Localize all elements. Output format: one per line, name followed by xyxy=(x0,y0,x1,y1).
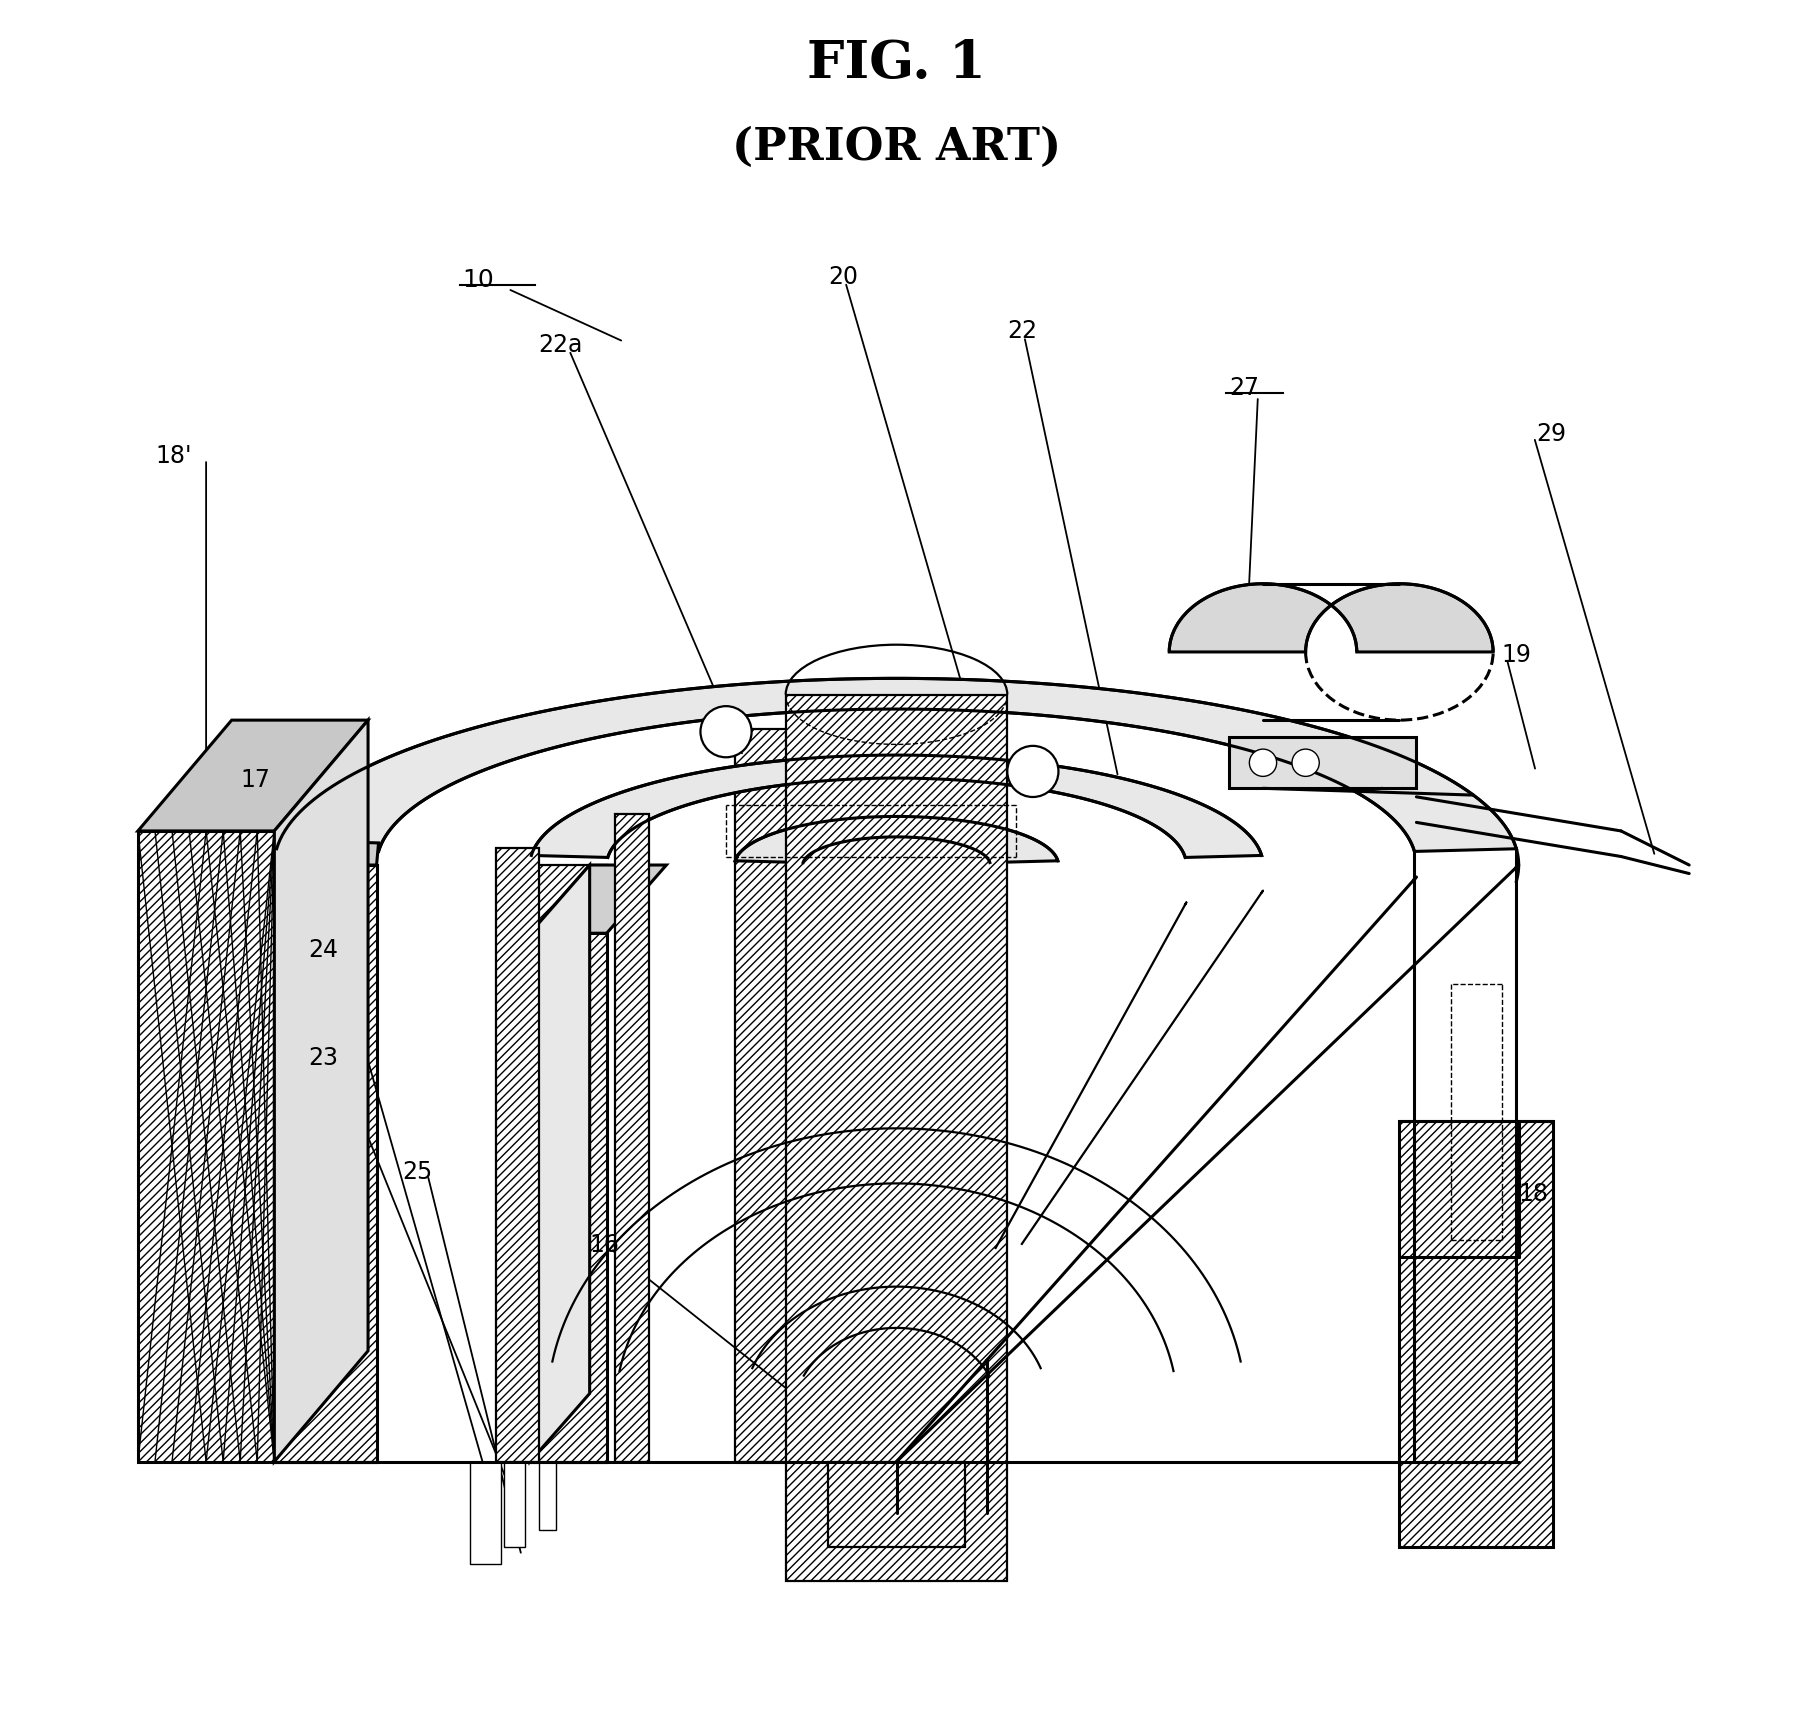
Text: 17: 17 xyxy=(240,767,271,791)
Circle shape xyxy=(701,706,751,757)
Text: 18': 18' xyxy=(154,444,192,468)
Text: 24: 24 xyxy=(308,939,339,963)
Polygon shape xyxy=(531,865,667,934)
Text: 16: 16 xyxy=(590,1233,620,1257)
Text: 10: 10 xyxy=(463,269,493,293)
Polygon shape xyxy=(735,817,1058,863)
Polygon shape xyxy=(497,848,538,1461)
Text: (PRIOR ART): (PRIOR ART) xyxy=(732,125,1061,170)
Polygon shape xyxy=(1169,584,1494,653)
Polygon shape xyxy=(138,831,274,1461)
Polygon shape xyxy=(274,865,377,1461)
Polygon shape xyxy=(1228,737,1416,788)
Polygon shape xyxy=(785,694,1008,1581)
Text: 19: 19 xyxy=(1503,644,1531,668)
Text: 23: 23 xyxy=(308,1045,339,1069)
Circle shape xyxy=(1008,745,1058,797)
Polygon shape xyxy=(470,1461,500,1564)
Polygon shape xyxy=(274,841,378,865)
Text: 20: 20 xyxy=(828,266,859,289)
Polygon shape xyxy=(274,719,368,1461)
Circle shape xyxy=(1293,749,1320,776)
Polygon shape xyxy=(531,865,606,1461)
Polygon shape xyxy=(828,1461,965,1547)
Polygon shape xyxy=(504,1461,525,1547)
Text: 18: 18 xyxy=(1519,1182,1549,1206)
Polygon shape xyxy=(538,1461,556,1530)
Text: FIG. 1: FIG. 1 xyxy=(807,38,986,89)
Polygon shape xyxy=(735,728,803,1461)
Polygon shape xyxy=(531,865,590,1461)
Text: 27: 27 xyxy=(1228,375,1259,399)
Polygon shape xyxy=(531,934,606,1461)
Text: 22: 22 xyxy=(1008,319,1038,344)
Polygon shape xyxy=(615,814,649,1461)
Text: 22a: 22a xyxy=(538,332,583,356)
Circle shape xyxy=(1250,749,1277,776)
Text: 25: 25 xyxy=(402,1160,432,1184)
Polygon shape xyxy=(1399,1120,1553,1547)
Polygon shape xyxy=(276,678,1517,851)
Text: 29: 29 xyxy=(1537,421,1565,445)
Polygon shape xyxy=(138,719,368,831)
Polygon shape xyxy=(531,755,1262,858)
